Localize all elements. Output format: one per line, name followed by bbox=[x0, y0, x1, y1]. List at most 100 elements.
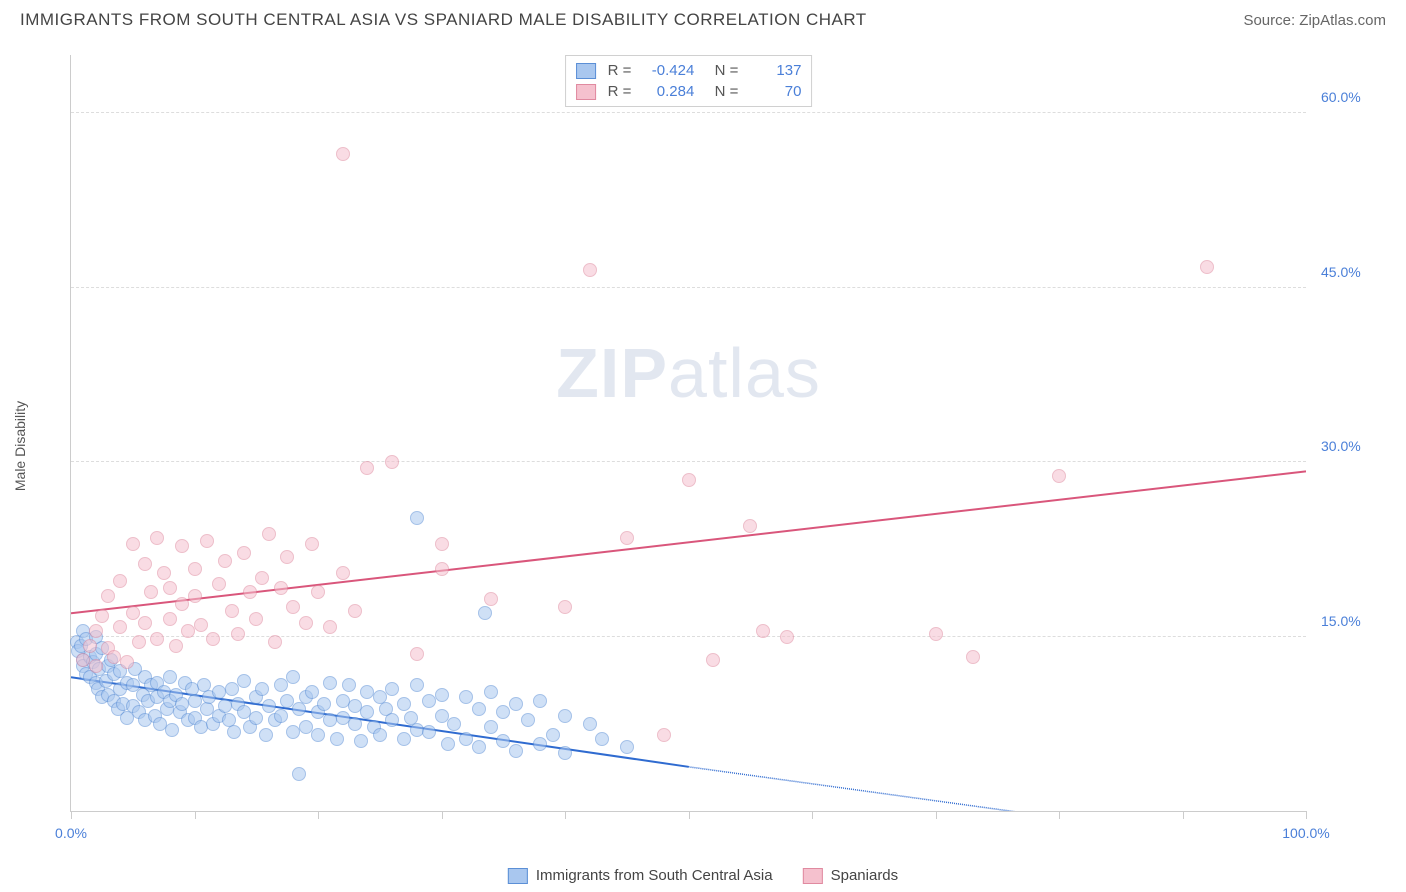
data-point-immigrants bbox=[472, 740, 486, 754]
data-point-spaniards bbox=[743, 519, 757, 533]
data-point-spaniards bbox=[620, 531, 634, 545]
data-point-immigrants bbox=[459, 690, 473, 704]
y-tick-label: 15.0% bbox=[1321, 613, 1381, 629]
data-point-spaniards bbox=[132, 635, 146, 649]
data-point-spaniards bbox=[966, 650, 980, 664]
data-point-immigrants bbox=[225, 682, 239, 696]
legend-row-spaniards: R = 0.284 N = 70 bbox=[576, 81, 802, 102]
x-tick-label: 100.0% bbox=[1282, 825, 1329, 841]
data-point-spaniards bbox=[311, 585, 325, 599]
data-point-spaniards bbox=[268, 635, 282, 649]
data-point-immigrants bbox=[558, 709, 572, 723]
data-point-spaniards bbox=[206, 632, 220, 646]
chart-area: ZIPatlas R = -0.424 N = 137 R = 0.284 N … bbox=[50, 55, 1391, 837]
data-point-spaniards bbox=[138, 557, 152, 571]
data-point-immigrants bbox=[323, 676, 337, 690]
chart-source: Source: ZipAtlas.com bbox=[1243, 12, 1386, 29]
data-point-immigrants bbox=[237, 674, 251, 688]
swatch-spaniards bbox=[576, 84, 596, 100]
data-point-immigrants bbox=[274, 709, 288, 723]
x-tick bbox=[812, 811, 813, 819]
data-point-spaniards bbox=[89, 659, 103, 673]
data-point-spaniards bbox=[336, 566, 350, 580]
data-point-spaniards bbox=[484, 592, 498, 606]
x-tick bbox=[565, 811, 566, 819]
data-point-immigrants bbox=[472, 702, 486, 716]
data-point-spaniards bbox=[435, 562, 449, 576]
gridline bbox=[71, 112, 1306, 113]
x-tick bbox=[442, 811, 443, 819]
data-point-immigrants bbox=[478, 606, 492, 620]
x-tick-label: 0.0% bbox=[55, 825, 87, 841]
data-point-spaniards bbox=[435, 537, 449, 551]
r-value-immigrants: -0.424 bbox=[639, 62, 694, 79]
data-point-spaniards bbox=[682, 473, 696, 487]
data-point-immigrants bbox=[509, 697, 523, 711]
data-point-immigrants bbox=[259, 728, 273, 742]
data-point-immigrants bbox=[317, 697, 331, 711]
data-point-spaniards bbox=[157, 566, 171, 580]
data-point-spaniards bbox=[225, 604, 239, 618]
data-point-spaniards bbox=[385, 455, 399, 469]
data-point-spaniards bbox=[1052, 469, 1066, 483]
data-point-immigrants bbox=[262, 699, 276, 713]
data-point-immigrants bbox=[385, 713, 399, 727]
data-point-immigrants bbox=[435, 688, 449, 702]
data-point-spaniards bbox=[780, 630, 794, 644]
swatch-immigrants-bottom bbox=[508, 868, 528, 884]
chart-header: IMMIGRANTS FROM SOUTH CENTRAL ASIA VS SP… bbox=[0, 0, 1406, 38]
data-point-immigrants bbox=[397, 732, 411, 746]
data-point-spaniards bbox=[305, 537, 319, 551]
data-point-immigrants bbox=[533, 737, 547, 751]
data-point-spaniards bbox=[212, 577, 226, 591]
data-point-immigrants bbox=[496, 734, 510, 748]
data-point-spaniards bbox=[756, 624, 770, 638]
data-point-spaniards bbox=[126, 606, 140, 620]
data-point-spaniards bbox=[175, 597, 189, 611]
data-point-spaniards bbox=[255, 571, 269, 585]
data-point-immigrants bbox=[595, 732, 609, 746]
series-legend: Immigrants from South Central Asia Spani… bbox=[508, 867, 898, 884]
data-point-immigrants bbox=[305, 685, 319, 699]
data-point-spaniards bbox=[113, 574, 127, 588]
data-point-spaniards bbox=[299, 616, 313, 630]
data-point-spaniards bbox=[89, 624, 103, 638]
r-value-spaniards: 0.284 bbox=[639, 83, 694, 100]
data-point-immigrants bbox=[286, 670, 300, 684]
data-point-spaniards bbox=[657, 728, 671, 742]
data-point-spaniards bbox=[126, 537, 140, 551]
data-point-spaniards bbox=[169, 639, 183, 653]
data-point-immigrants bbox=[410, 678, 424, 692]
gridline bbox=[71, 287, 1306, 288]
data-point-immigrants bbox=[249, 711, 263, 725]
data-point-spaniards bbox=[163, 612, 177, 626]
data-point-spaniards bbox=[360, 461, 374, 475]
data-point-spaniards bbox=[200, 534, 214, 548]
data-point-immigrants bbox=[583, 717, 597, 731]
data-point-spaniards bbox=[188, 589, 202, 603]
data-point-spaniards bbox=[237, 546, 251, 560]
data-point-spaniards bbox=[95, 609, 109, 623]
data-point-immigrants bbox=[441, 737, 455, 751]
data-point-spaniards bbox=[323, 620, 337, 634]
swatch-immigrants bbox=[576, 63, 596, 79]
data-point-immigrants bbox=[509, 744, 523, 758]
data-point-immigrants bbox=[227, 725, 241, 739]
data-point-spaniards bbox=[262, 527, 276, 541]
chart-title: IMMIGRANTS FROM SOUTH CENTRAL ASIA VS SP… bbox=[20, 10, 867, 30]
x-tick bbox=[689, 811, 690, 819]
gridline bbox=[71, 461, 1306, 462]
data-point-immigrants bbox=[342, 678, 356, 692]
data-point-immigrants bbox=[255, 682, 269, 696]
swatch-spaniards-bottom bbox=[803, 868, 823, 884]
x-tick bbox=[318, 811, 319, 819]
legend-label-spaniards: Spaniards bbox=[831, 867, 899, 884]
data-point-spaniards bbox=[113, 620, 127, 634]
data-point-immigrants bbox=[447, 717, 461, 731]
data-point-spaniards bbox=[286, 600, 300, 614]
y-axis-label: Male Disability bbox=[12, 401, 28, 491]
data-point-spaniards bbox=[144, 585, 158, 599]
data-point-spaniards bbox=[706, 653, 720, 667]
x-tick bbox=[936, 811, 937, 819]
n-value-immigrants: 137 bbox=[746, 62, 801, 79]
